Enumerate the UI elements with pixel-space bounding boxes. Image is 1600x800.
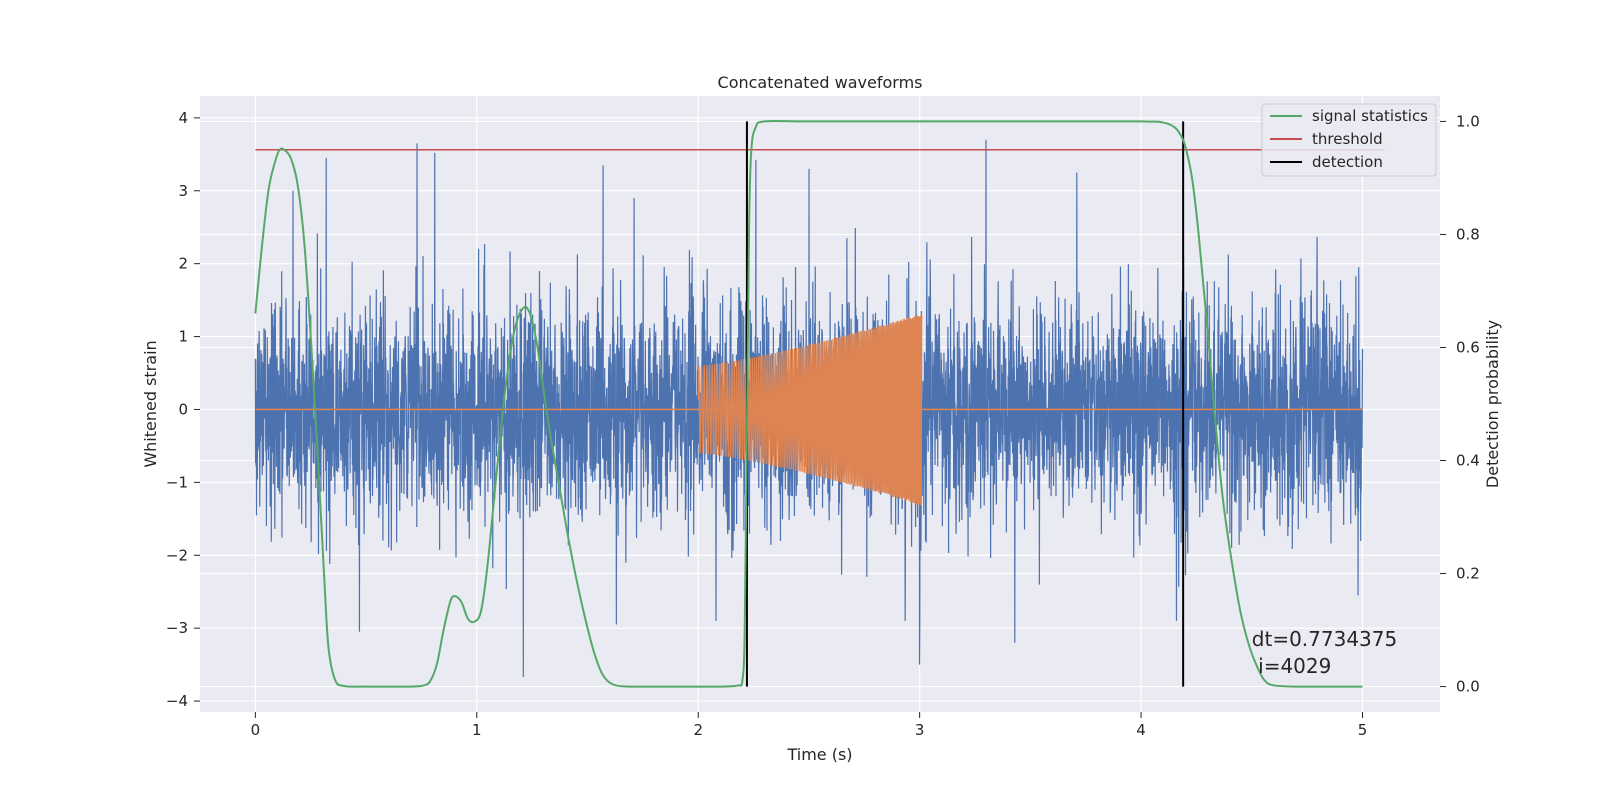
x-axis-ticks: 0 1 2 3 4 5 — [251, 712, 1368, 739]
y-tick-label: −1 — [166, 473, 188, 491]
left-axis-ticks: −4 −3 −2 −1 0 1 2 3 4 — [166, 109, 200, 710]
chart-title: Concatenated waveforms — [718, 73, 923, 92]
legend-label-threshold: threshold — [1312, 130, 1383, 148]
y2-tick-label: 0.0 — [1456, 678, 1480, 696]
x-tick-label: 5 — [1358, 721, 1368, 739]
y2-tick-label: 0.2 — [1456, 565, 1480, 583]
right-axis-ticks: 0.0 0.2 0.4 0.6 0.8 1.0 — [1440, 112, 1480, 696]
plot-content — [254, 120, 1385, 688]
x-tick-label: 3 — [915, 721, 925, 739]
x-tick-label: 1 — [472, 721, 482, 739]
y-tick-label: 4 — [178, 109, 188, 127]
annotation-index: i=4029 — [1252, 654, 1332, 678]
y2-tick-label: 1.0 — [1456, 112, 1480, 130]
y-tick-label: −3 — [166, 619, 188, 637]
signal-statistics-line — [254, 120, 1363, 688]
legend: signal statistics threshold detection — [1261, 103, 1437, 177]
y2-tick-label: 0.4 — [1456, 452, 1480, 470]
x-tick-label: 0 — [251, 721, 261, 739]
y2-tick-label: 0.8 — [1456, 225, 1480, 243]
x-axis-label: Time (s) — [786, 745, 852, 764]
y-tick-label: 2 — [178, 255, 188, 273]
y-tick-label: 1 — [178, 328, 188, 346]
y2-axis-label: Detection probability — [1483, 320, 1502, 488]
x-tick-label: 4 — [1136, 721, 1146, 739]
y-tick-label: 3 — [178, 182, 188, 200]
y2-tick-label: 0.6 — [1456, 338, 1480, 356]
legend-box — [1261, 103, 1437, 177]
y-tick-label: −2 — [166, 546, 188, 564]
annotation-dt: dt=0.7734375 — [1252, 627, 1397, 651]
y-tick-label: −4 — [166, 692, 188, 710]
y-axis-label: Whitened strain — [141, 340, 160, 467]
y-tick-label: 0 — [178, 400, 188, 418]
injection-series — [697, 314, 923, 506]
noise-series — [254, 139, 1364, 678]
x-tick-label: 2 — [693, 721, 703, 739]
legend-label-signal-statistics: signal statistics — [1312, 107, 1428, 125]
legend-label-detection: detection — [1312, 153, 1383, 171]
